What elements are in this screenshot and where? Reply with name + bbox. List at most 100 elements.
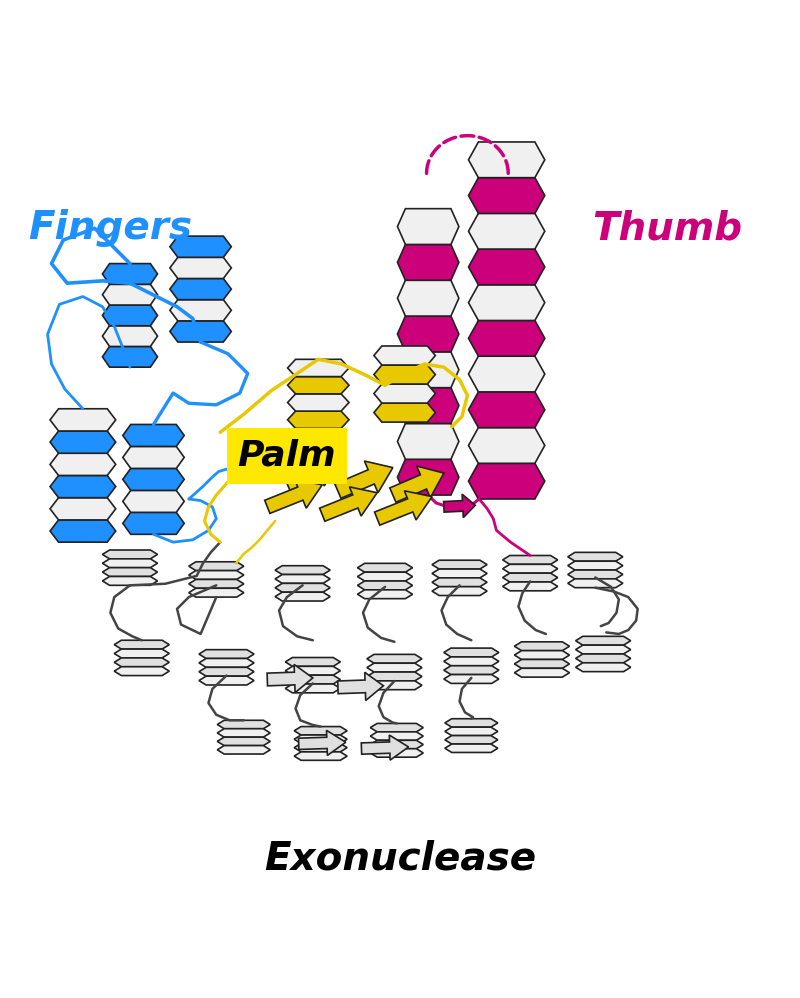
Polygon shape [469,356,545,392]
Polygon shape [444,666,499,675]
Polygon shape [398,209,459,245]
Polygon shape [102,284,158,305]
Polygon shape [502,582,558,591]
Polygon shape [50,431,116,453]
Polygon shape [502,573,558,582]
Polygon shape [320,487,377,521]
Polygon shape [218,721,270,729]
Polygon shape [294,727,347,735]
Polygon shape [50,520,116,542]
Polygon shape [267,665,313,693]
Polygon shape [284,454,338,490]
Polygon shape [374,384,435,403]
Polygon shape [50,475,116,498]
Polygon shape [287,394,349,411]
Polygon shape [445,719,498,728]
Polygon shape [502,556,558,564]
Polygon shape [374,491,432,525]
Text: Exonuclease: Exonuclease [265,839,537,877]
Polygon shape [170,237,231,257]
Polygon shape [469,214,545,250]
Polygon shape [170,278,231,299]
Polygon shape [514,642,570,651]
Polygon shape [199,668,254,677]
Polygon shape [114,649,170,658]
Text: Fingers: Fingers [28,210,192,248]
Polygon shape [576,654,630,663]
Polygon shape [294,744,347,751]
Polygon shape [374,365,435,384]
Polygon shape [568,579,623,588]
Polygon shape [170,299,231,321]
Polygon shape [358,563,413,572]
Polygon shape [432,578,487,587]
Polygon shape [367,672,422,681]
Polygon shape [370,748,423,757]
Polygon shape [287,359,349,376]
Polygon shape [469,178,545,214]
Polygon shape [576,637,630,645]
Polygon shape [199,650,254,659]
Polygon shape [189,571,244,580]
Polygon shape [286,658,340,667]
Polygon shape [444,675,499,684]
Polygon shape [398,459,459,495]
Polygon shape [362,736,409,760]
Polygon shape [199,659,254,668]
Polygon shape [432,560,487,569]
Polygon shape [275,592,330,601]
Polygon shape [398,316,459,352]
Polygon shape [469,142,545,178]
Polygon shape [294,735,347,744]
Polygon shape [398,245,459,280]
Polygon shape [114,641,170,649]
Polygon shape [398,423,459,459]
Polygon shape [514,651,570,660]
Polygon shape [50,498,116,520]
Polygon shape [367,681,422,690]
Polygon shape [358,590,413,599]
Polygon shape [294,751,347,760]
Polygon shape [287,376,349,394]
Polygon shape [514,660,570,669]
Polygon shape [445,745,498,752]
Polygon shape [576,663,630,672]
Polygon shape [122,446,184,468]
Polygon shape [469,284,545,320]
Polygon shape [170,321,231,342]
Polygon shape [286,676,340,684]
Polygon shape [374,346,435,365]
Polygon shape [358,581,413,590]
Polygon shape [514,669,570,677]
Polygon shape [199,677,254,685]
Polygon shape [218,738,270,746]
Polygon shape [102,325,158,346]
Polygon shape [102,559,158,568]
Text: Palm: Palm [238,439,336,473]
Polygon shape [102,577,158,585]
Polygon shape [367,664,422,672]
Polygon shape [335,461,393,498]
Polygon shape [233,446,287,483]
Polygon shape [370,732,423,741]
Polygon shape [367,655,422,664]
Polygon shape [286,684,340,693]
Polygon shape [443,494,475,518]
Polygon shape [275,566,330,575]
Polygon shape [568,561,623,570]
Polygon shape [469,392,545,427]
Polygon shape [398,387,459,423]
Polygon shape [50,409,116,431]
Polygon shape [444,648,499,657]
Polygon shape [338,673,383,701]
Polygon shape [275,584,330,592]
Polygon shape [298,731,346,755]
Polygon shape [568,570,623,579]
Polygon shape [576,645,630,654]
Polygon shape [432,587,487,596]
Polygon shape [102,263,158,284]
Text: Thumb: Thumb [593,210,742,248]
Polygon shape [275,575,330,584]
Polygon shape [469,320,545,356]
Polygon shape [502,564,558,573]
